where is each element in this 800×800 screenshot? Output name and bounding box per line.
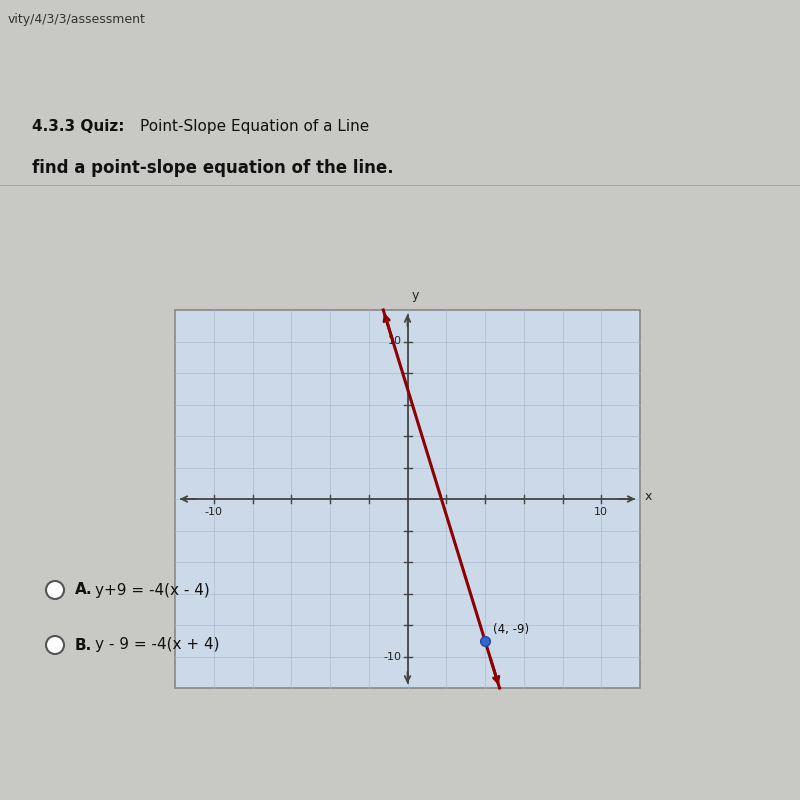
Text: y+9 = -4(x - 4): y+9 = -4(x - 4): [95, 582, 210, 598]
Text: find a point-slope equation of the line.: find a point-slope equation of the line.: [32, 159, 394, 178]
Circle shape: [46, 636, 64, 654]
Text: B.: B.: [75, 638, 92, 653]
Text: x: x: [645, 490, 652, 503]
Text: A.: A.: [75, 582, 93, 598]
Circle shape: [46, 581, 64, 599]
Text: Point-Slope Equation of a Line: Point-Slope Equation of a Line: [140, 119, 370, 134]
Text: vity/4/3/3/assessment: vity/4/3/3/assessment: [8, 14, 146, 26]
Text: 10: 10: [594, 507, 608, 517]
Text: (4, -9): (4, -9): [493, 622, 529, 636]
Text: 4.3.3 Quiz:: 4.3.3 Quiz:: [32, 119, 125, 134]
Text: 10: 10: [387, 337, 402, 346]
Bar: [175, 310, 640, 688]
Text: -10: -10: [205, 507, 222, 517]
Text: -10: -10: [383, 651, 402, 662]
Text: y - 9 = -4(x + 4): y - 9 = -4(x + 4): [95, 638, 219, 653]
Text: y: y: [411, 289, 419, 302]
